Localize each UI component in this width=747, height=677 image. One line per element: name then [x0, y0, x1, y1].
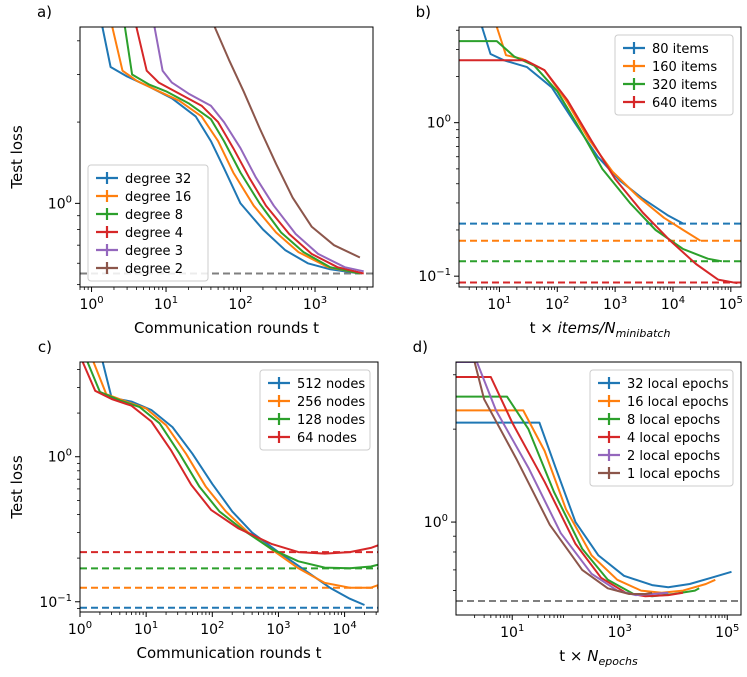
- minor-ticks: [453, 374, 726, 618]
- series-line-0: [101, 362, 365, 606]
- axes-frame: [79, 26, 374, 288]
- plot-area: [459, 27, 741, 285]
- series-line-5: [213, 27, 361, 259]
- x-tick-label: 101: [500, 623, 524, 641]
- minor-ticks: [77, 40, 368, 290]
- panel-b: b) 101 102 103 104 105 100 10−1 t × items/Nminib…: [416, 3, 743, 340]
- x-tick-label: 101: [487, 295, 511, 313]
- legend-box: [259, 369, 371, 451]
- panel-label: a): [37, 3, 52, 21]
- x-tick-label: 104: [332, 620, 356, 638]
- x-tick-label: 104: [661, 295, 685, 313]
- plot-area: [456, 362, 741, 603]
- series-line-2: [459, 40, 723, 263]
- series-line-5: [473, 362, 653, 595]
- legend: 80 items 160 items 320 items 640 items: [614, 34, 734, 116]
- series-line-2: [123, 27, 361, 275]
- legend-label: 320 items: [652, 78, 717, 93]
- minor-ticks: [77, 369, 377, 615]
- y-axis-label: Test loss: [8, 455, 26, 519]
- legend-label: 8 local epochs: [627, 413, 720, 428]
- legend-label: 256 nodes: [297, 395, 365, 410]
- y-tick-label: 10−1: [418, 267, 451, 285]
- legend-label: degree 2: [125, 262, 183, 277]
- series-line-0: [456, 421, 732, 589]
- x-tick-label: 103: [303, 295, 327, 313]
- panel-label: c): [38, 338, 52, 356]
- x-tick-label: 101: [134, 620, 158, 638]
- legend-label: 64 nodes: [297, 431, 357, 446]
- x-tick-label: 102: [545, 295, 569, 313]
- x-tick-label: 103: [266, 620, 290, 638]
- panel-c: c) 100 101 102 103 104 100 10−1 Communication ro…: [8, 338, 379, 662]
- x-tick-label: 103: [608, 623, 632, 641]
- x-axis-label: Communication rounds t: [134, 319, 319, 337]
- x-tick-label: 100: [68, 620, 92, 638]
- x-tick-label: 101: [154, 295, 178, 313]
- series-line-1: [456, 409, 716, 594]
- legend-label: degree 3: [125, 244, 183, 259]
- panel-d: d) 101 103 105 100 t × Nepochs 32 local epochs…: [413, 338, 742, 668]
- axes-frame: [79, 361, 379, 613]
- legend-label: 2 local epochs: [627, 449, 720, 464]
- legend-label: 160 items: [652, 60, 717, 75]
- minor-ticks: [456, 29, 729, 290]
- series-line-0: [101, 27, 361, 275]
- series-line-2: [86, 362, 378, 570]
- panel-label: d): [413, 338, 428, 356]
- legend-label: 16 local epochs: [627, 395, 729, 410]
- series-line-1: [111, 27, 361, 275]
- x-tick-label: 102: [228, 295, 252, 313]
- legend-label: 128 nodes: [297, 413, 365, 428]
- legend-box: [87, 164, 209, 282]
- legend-label: 80 items: [652, 42, 709, 57]
- x-tick-label: 102: [200, 620, 224, 638]
- y-tick-label: 10−1: [39, 593, 72, 611]
- x-tick-label: 105: [719, 295, 743, 313]
- x-tick-label: 105: [715, 623, 739, 641]
- legend-box: [614, 34, 734, 116]
- series-line-0: [481, 27, 684, 225]
- x-tick-label: 100: [79, 295, 103, 313]
- x-axis-label: t × Nepochs: [559, 647, 638, 668]
- legend-label: 640 items: [652, 96, 717, 111]
- panel-label: b): [416, 3, 431, 21]
- y-axis-label: Test loss: [8, 125, 26, 189]
- legend: degree 32 degree 16 degree 8 degree 4 degree…: [87, 164, 209, 282]
- legend-label: 1 local epochs: [627, 467, 720, 482]
- panel-a: a) 100 101 102 103 100 Communication rounds t T…: [8, 3, 374, 337]
- y-tick-label: 100: [427, 114, 451, 132]
- legend: 512 nodes 256 nodes 128 nodes 64 nodes: [259, 369, 371, 451]
- series-line-3: [456, 376, 684, 598]
- series-line-4: [153, 27, 364, 273]
- y-tick-label: 100: [48, 194, 72, 212]
- legend: 32 local epochs 16 local epochs 8 local ep…: [589, 369, 734, 487]
- legend-label: 512 nodes: [297, 377, 365, 392]
- legend-box: [589, 369, 734, 487]
- x-axis-label: t × items/Nminibatch: [530, 319, 671, 340]
- x-axis-label: Communication rounds t: [136, 644, 321, 662]
- legend-label: degree 32: [125, 172, 191, 187]
- legend-label: 32 local epochs: [627, 377, 729, 392]
- y-tick-label: 100: [424, 513, 448, 531]
- x-tick-label: 103: [603, 295, 627, 313]
- series-line-3: [81, 362, 378, 555]
- legend-label: degree 4: [125, 226, 183, 241]
- series-line-3: [459, 59, 738, 285]
- legend-label: degree 8: [125, 208, 183, 223]
- series-line-3: [135, 27, 364, 275]
- legend-label: 4 local epochs: [627, 431, 720, 446]
- legend-label: degree 16: [125, 190, 191, 205]
- plot-area: [80, 27, 373, 275]
- y-tick-label: 100: [48, 448, 72, 466]
- plot-area: [80, 362, 378, 609]
